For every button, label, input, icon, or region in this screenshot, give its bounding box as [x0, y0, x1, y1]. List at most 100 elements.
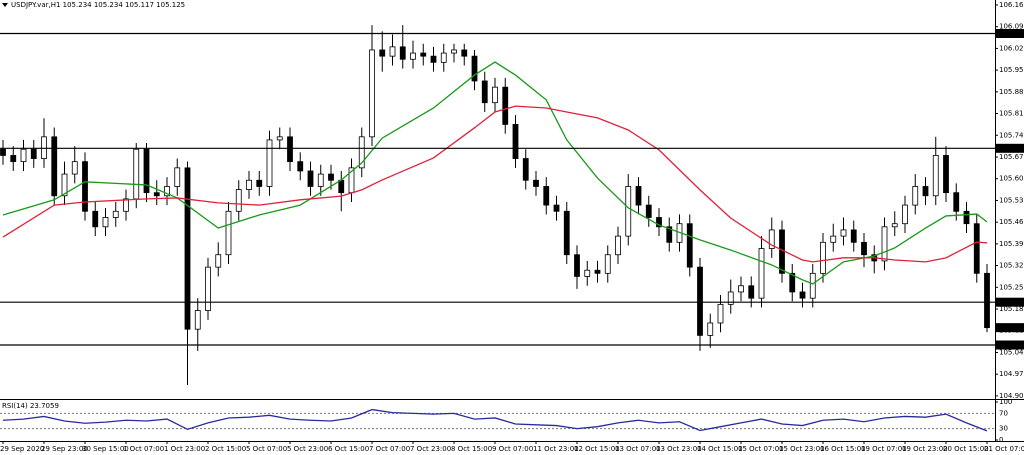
x-tick-label: 14 Oct 15:00 [697, 445, 743, 453]
candle-body [881, 226, 888, 262]
candle-body [574, 254, 580, 277]
candle-body [266, 139, 273, 187]
candle-body [184, 167, 191, 330]
candle-body [635, 186, 642, 206]
candle-body [235, 189, 242, 212]
y-tick-label: 104.975 [999, 370, 1024, 378]
candle-body [102, 217, 109, 228]
level-label-box [996, 29, 1024, 39]
y-tick-label: 105.745 [999, 131, 1024, 139]
rsi-tick-label: 0 [999, 436, 1003, 444]
candle-body [953, 192, 960, 212]
x-tick-label: 16 Oct 15:00 [820, 445, 866, 453]
y-tick-label: 105.815 [999, 110, 1024, 118]
candle-body [287, 136, 293, 163]
x-tick-label: 15 Oct 23:00 [779, 445, 825, 453]
candle-body [10, 155, 17, 163]
candle-body [369, 49, 375, 138]
candle-body [276, 136, 283, 141]
candle-body [389, 46, 396, 57]
x-tick-label: 11 Oct 23:00 [533, 445, 579, 453]
candle-body [686, 223, 693, 268]
candle-body [71, 161, 78, 175]
y-tick-label: 105.255 [999, 283, 1024, 291]
x-tick-label: 15 Oct 07:00 [738, 445, 784, 453]
candle-body [112, 210, 119, 218]
candle-body [225, 210, 232, 256]
candle-body [656, 217, 662, 228]
y-tick-label: 105.955 [999, 66, 1024, 74]
x-tick-label: 21 Oct 07:00 [984, 445, 1024, 453]
candle-body [543, 186, 550, 206]
level-label: 105.703 [998, 144, 1024, 152]
x-tick-label: 29 Sep 23:00 [41, 445, 88, 453]
x-tick-label: 5 Oct 23:00 [287, 445, 328, 453]
candle-body [143, 148, 150, 194]
candle-body [512, 124, 519, 159]
candle-body [625, 186, 632, 237]
indicator-title: RSI(14) 23.7059 [2, 402, 59, 410]
candle-body [133, 148, 140, 200]
y-tick-label: 104.905 [999, 392, 1024, 400]
symbol-menu-icon [2, 3, 8, 7]
y-tick-label: 105.675 [999, 153, 1024, 161]
candle-body [82, 161, 88, 212]
candle-body [522, 158, 529, 181]
candle-body [758, 248, 765, 299]
candle-body [0, 148, 6, 156]
candle-body [973, 223, 980, 274]
candle-body [307, 170, 314, 187]
candle-body [461, 49, 468, 57]
x-tick-label: 8 Oct 15:00 [451, 445, 492, 453]
x-tick-label: 7 Oct 23:00 [410, 445, 451, 453]
last-price-label: 105.125 [998, 324, 1024, 332]
x-tick-label: 19 Oct 23:00 [902, 445, 948, 453]
x-tick-label: 2 Oct 15:00 [205, 445, 246, 453]
chart-title: USDJPY.var,H1 105.234 105.234 105.117 10… [11, 1, 185, 9]
y-tick-label: 106.165 [999, 1, 1024, 9]
candle-body [645, 204, 652, 218]
candle-body [317, 173, 324, 187]
candle-body [563, 210, 570, 256]
x-tick-label: 30 Sep 15:00 [82, 445, 129, 453]
level-label-box [996, 340, 1024, 350]
candle-body [717, 303, 724, 324]
candle-body [861, 241, 867, 256]
candle-body [471, 55, 478, 82]
candle-body [399, 46, 406, 60]
x-tick-label: 1 Oct 07:00 [123, 445, 164, 453]
y-tick-label: 105.535 [999, 196, 1024, 204]
candle-body [410, 52, 416, 60]
candle-body [502, 86, 509, 125]
candle-body [553, 204, 560, 212]
y-tick-label: 106.025 [999, 44, 1024, 52]
level-label: 105.069 [998, 341, 1024, 349]
y-tick-label: 105.465 [999, 218, 1024, 226]
candle-body [123, 198, 129, 212]
candle-body [174, 167, 181, 187]
candle-body [30, 148, 37, 159]
candle-body [984, 272, 990, 329]
candle-body [615, 235, 621, 256]
candle-body [51, 136, 58, 197]
candle-body [840, 229, 847, 237]
x-tick-label: 9 Oct 07:00 [492, 445, 533, 453]
x-tick-label: 29 Sep 2020 [0, 445, 44, 453]
x-tick-label: 1 Oct 23:00 [164, 445, 205, 453]
candle-body [194, 310, 201, 330]
candle-body [358, 136, 365, 169]
candle-body [492, 86, 498, 104]
candle-body [768, 229, 775, 249]
candle-body [440, 52, 447, 63]
candle-body [164, 186, 170, 197]
candle-body [799, 291, 806, 299]
candle-body [379, 49, 386, 57]
rsi-tick-label: 30 [999, 425, 1008, 433]
x-tick-label: 20 Oct 15:00 [943, 445, 989, 453]
candle-body [891, 223, 898, 228]
y-tick-label: 105.045 [999, 348, 1024, 356]
candle-body [256, 179, 263, 187]
